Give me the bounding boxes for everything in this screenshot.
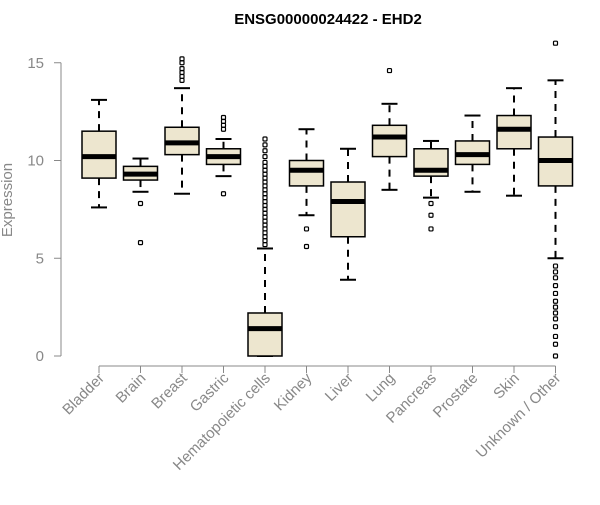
outlier-point: [552, 353, 559, 359]
outlier-point: [552, 298, 559, 304]
outlier-point: [552, 275, 559, 281]
box-group: [496, 87, 532, 197]
iqr-box: [371, 124, 408, 158]
iqr-box: [330, 181, 366, 238]
outlier-point: [428, 200, 434, 207]
outlier-point: [262, 142, 268, 148]
y-tick-label: 0: [36, 348, 44, 365]
outlier-point: [262, 148, 268, 154]
outlier-point: [386, 67, 393, 74]
outlier-point: [552, 341, 559, 347]
box-group: [247, 136, 283, 357]
iqr-box: [288, 159, 325, 187]
x-tick-label: Lung: [363, 370, 399, 406]
x-tick-label: Bladder: [59, 370, 108, 419]
outlier-point: [137, 200, 144, 207]
outlier-point: [552, 40, 559, 46]
outlier-point: [552, 290, 559, 297]
iqr-box: [496, 114, 532, 150]
outlier-point: [428, 226, 434, 232]
y-tick-label: 10: [27, 153, 44, 170]
x-tick-label: Liver: [322, 370, 357, 405]
box-group: [205, 114, 242, 197]
outlier-point: [552, 269, 559, 275]
x-tick-label: Prostate: [430, 370, 482, 422]
outlier-point: [262, 136, 268, 142]
x-tick-label: Brain: [113, 370, 150, 407]
outlier-point: [220, 114, 227, 121]
box-group: [288, 128, 325, 250]
outlier-point: [552, 324, 559, 330]
outlier-point: [262, 153, 268, 160]
outlier-point: [303, 243, 310, 250]
box-group: [454, 114, 491, 193]
y-tick-label: 5: [36, 250, 44, 267]
outlier-point: [552, 310, 559, 316]
box-group: [122, 157, 159, 246]
outlier-point: [262, 159, 268, 166]
box-group: [371, 67, 408, 191]
outlier-point: [552, 283, 559, 289]
box-group: [164, 56, 200, 195]
iqr-box: [247, 312, 283, 357]
box-group: [81, 98, 117, 209]
outlier-point: [220, 191, 227, 197]
outlier-point: [428, 212, 434, 218]
box-group: [537, 40, 574, 359]
x-tick-label: Breast: [148, 369, 191, 412]
outlier-point: [552, 263, 559, 269]
y-axis-label: Expression: [0, 163, 16, 237]
outlier-point: [179, 66, 185, 72]
outlier-point: [552, 333, 559, 340]
y-tick-label: 15: [27, 55, 44, 72]
chart-title: ENSG00000024422 - EHD2: [234, 11, 422, 28]
outlier-point: [552, 316, 559, 322]
box-group: [330, 147, 366, 281]
outlier-point: [303, 226, 310, 232]
outlier-point: [137, 240, 144, 246]
x-tick-label: Kidney: [271, 369, 316, 414]
box-group: [413, 139, 449, 232]
x-tick-label: Skin: [490, 370, 523, 403]
outlier-point: [179, 56, 185, 62]
plot-area: [81, 40, 574, 359]
outlier-point: [552, 304, 559, 310]
